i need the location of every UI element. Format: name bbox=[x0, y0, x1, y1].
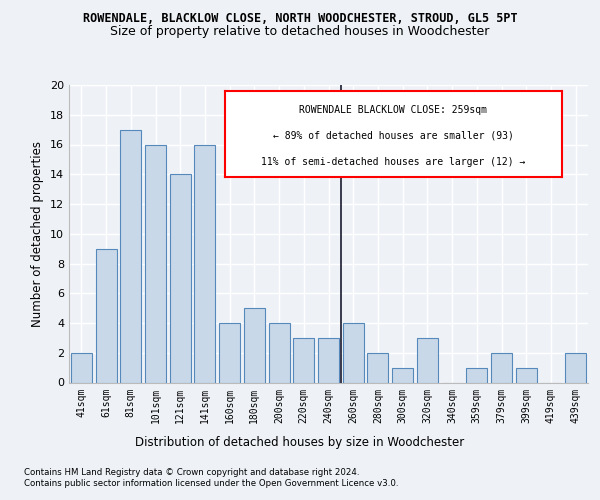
Bar bbox=[466, 368, 487, 382]
Bar bbox=[244, 308, 265, 382]
Bar bbox=[343, 323, 364, 382]
Bar bbox=[95, 248, 116, 382]
Bar bbox=[565, 353, 586, 382]
Bar bbox=[120, 130, 141, 382]
Text: ROWENDALE, BLACKLOW CLOSE, NORTH WOODCHESTER, STROUD, GL5 5PT: ROWENDALE, BLACKLOW CLOSE, NORTH WOODCHE… bbox=[83, 12, 517, 26]
Text: Distribution of detached houses by size in Woodchester: Distribution of detached houses by size … bbox=[136, 436, 464, 449]
Text: 11% of semi-detached houses are larger (12) →: 11% of semi-detached houses are larger (… bbox=[261, 156, 526, 166]
Bar bbox=[417, 338, 438, 382]
Bar bbox=[318, 338, 339, 382]
Text: Contains HM Land Registry data © Crown copyright and database right 2024.: Contains HM Land Registry data © Crown c… bbox=[24, 468, 359, 477]
Bar bbox=[170, 174, 191, 382]
Bar bbox=[516, 368, 537, 382]
Bar bbox=[367, 353, 388, 382]
Bar bbox=[491, 353, 512, 382]
Bar bbox=[392, 368, 413, 382]
Bar bbox=[194, 144, 215, 382]
Text: ← 89% of detached houses are smaller (93): ← 89% of detached houses are smaller (93… bbox=[273, 131, 514, 141]
Bar bbox=[269, 323, 290, 382]
Text: ROWENDALE BLACKLOW CLOSE: 259sqm: ROWENDALE BLACKLOW CLOSE: 259sqm bbox=[299, 105, 487, 115]
Y-axis label: Number of detached properties: Number of detached properties bbox=[31, 141, 44, 327]
Text: Size of property relative to detached houses in Woodchester: Size of property relative to detached ho… bbox=[110, 25, 490, 38]
Text: Contains public sector information licensed under the Open Government Licence v3: Contains public sector information licen… bbox=[24, 480, 398, 488]
Bar bbox=[145, 144, 166, 382]
Bar bbox=[293, 338, 314, 382]
Bar bbox=[219, 323, 240, 382]
Bar bbox=[71, 353, 92, 382]
